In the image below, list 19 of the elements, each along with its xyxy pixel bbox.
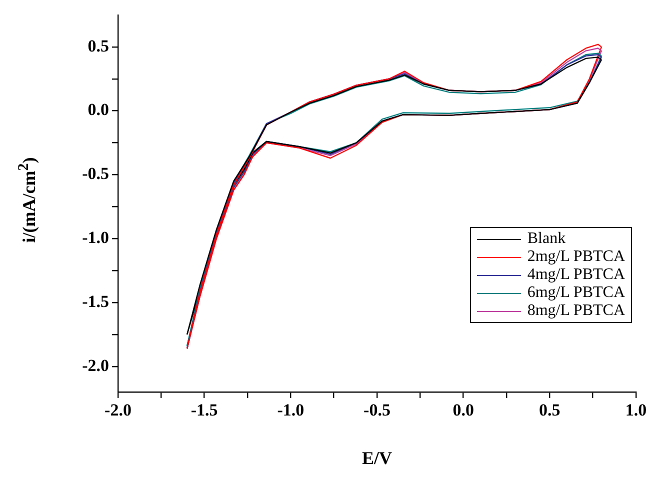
x-tick-label: -0.5 (364, 400, 390, 420)
y-tick-label: 0.0 (88, 100, 109, 120)
legend-label: 4mg/L PBTCA (527, 266, 625, 284)
x-tick-label: 0.5 (539, 400, 560, 420)
x-tick-label: 1.0 (625, 400, 647, 420)
x-tick-label: -1.5 (190, 400, 218, 420)
x-axis-title: E/V (360, 448, 393, 469)
x-tick-label: 0.0 (452, 400, 474, 420)
x-tick-label: -1.0 (277, 400, 304, 420)
legend-label: 2mg/L PBTCA (527, 248, 625, 266)
y-tick-label: -1.0 (82, 228, 109, 248)
y-tick-label: -2.0 (82, 356, 109, 375)
x-tick-label: -2.0 (104, 400, 132, 420)
y-tick-label: -1.5 (82, 292, 109, 311)
legend-label: 6mg/L PBTCA (527, 284, 625, 302)
y-tick-label: -0.5 (82, 164, 109, 184)
legend-label: 8mg/L PBTCA (527, 302, 625, 320)
y-tick-label: 0.5 (88, 36, 109, 56)
legend-label: Blank (527, 230, 566, 248)
